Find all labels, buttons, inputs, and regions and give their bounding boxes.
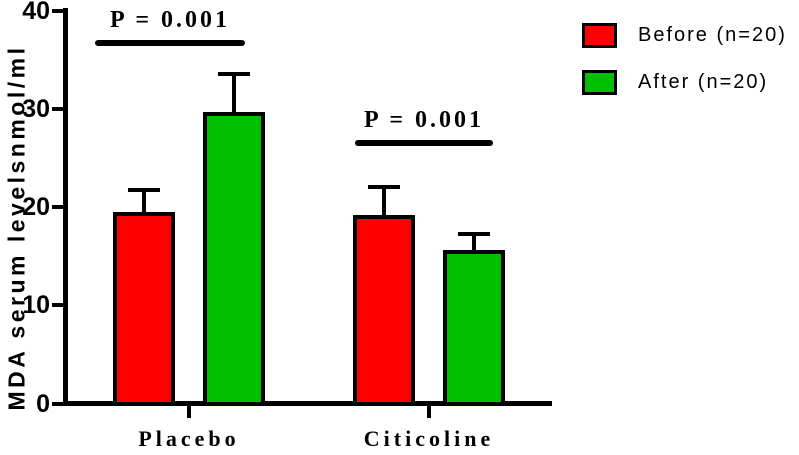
x-tick-mark xyxy=(187,406,191,418)
x-tick-mark xyxy=(427,406,431,418)
y-tick-label: 20 xyxy=(22,193,50,221)
y-tick-mark xyxy=(52,303,63,308)
bar-after-citicoline xyxy=(443,250,505,406)
p-value-label-citicoline: P = 0.001 xyxy=(363,107,484,134)
y-tick-label: 30 xyxy=(22,94,50,123)
y-tick-label: 0 xyxy=(36,389,50,418)
error-bar-cap-after-placebo xyxy=(218,72,250,77)
p-value-label-placebo: P = 0.001 xyxy=(109,6,230,33)
y-tick-label: 10 xyxy=(22,291,50,320)
y-tick-mark xyxy=(52,106,63,111)
bar-before-placebo xyxy=(113,211,175,406)
error-bar-stem-after-citicoline xyxy=(472,236,476,251)
error-bar-stem-before-placebo xyxy=(142,192,146,212)
y-tick-mark xyxy=(52,8,63,13)
error-bar-stem-after-placebo xyxy=(232,76,236,112)
x-axis xyxy=(63,401,552,406)
bar-after-placebo xyxy=(203,111,265,406)
y-tick-mark xyxy=(52,401,63,406)
significance-line-placebo xyxy=(95,39,245,46)
y-tick-label: 40 xyxy=(22,0,50,25)
error-bar-cap-before-citicoline xyxy=(368,185,400,190)
error-bar-cap-before-placebo xyxy=(128,188,160,193)
error-bar-stem-before-citicoline xyxy=(382,189,386,215)
x-category-label-placebo: Placebo xyxy=(138,426,240,451)
bar-before-citicoline xyxy=(353,214,415,406)
error-bar-cap-after-citicoline xyxy=(458,232,490,237)
y-axis xyxy=(63,8,68,406)
x-category-label-citicoline: Citicoline xyxy=(363,426,495,451)
y-tick-mark xyxy=(52,205,63,209)
significance-line-citicoline xyxy=(355,140,493,147)
